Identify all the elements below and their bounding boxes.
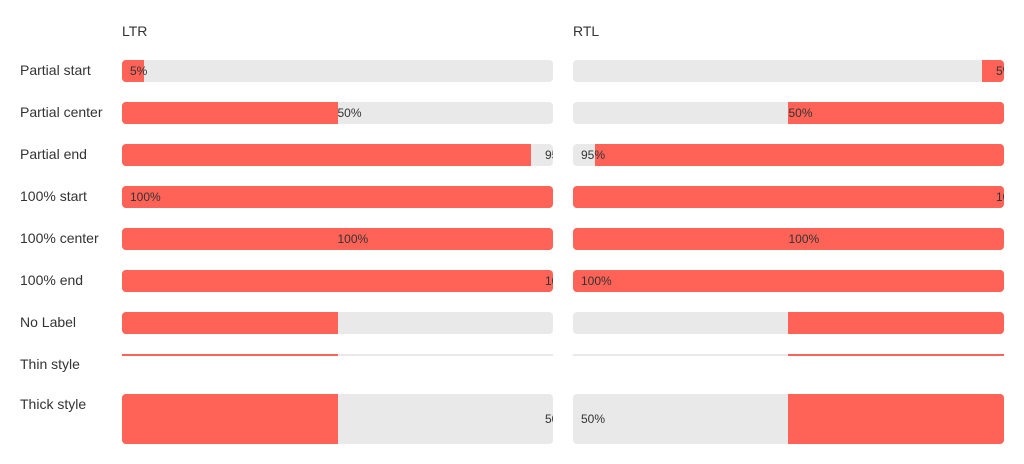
progress-value-label: 50%	[545, 394, 553, 444]
row-label: Partial center	[20, 104, 103, 120]
progress-value-label: 5%	[130, 60, 147, 82]
progress-value-label: 95%	[545, 144, 553, 166]
progress-bar-ltr: 100%	[122, 270, 553, 292]
progress-bar-rtl: 5%	[573, 60, 1004, 82]
progress-value-text: 100%	[545, 274, 553, 288]
progress-bar-rtl	[573, 312, 1004, 334]
progress-fill	[788, 312, 1004, 334]
progress-value-label: 50%	[581, 394, 605, 444]
progress-bar-rtl: 50%	[573, 102, 1004, 124]
progress-value-text: 100%	[996, 190, 1004, 204]
progress-value-wrap: 100%	[996, 186, 1004, 208]
progress-bar-rtl: 95%	[573, 144, 1004, 166]
progress-value-label: 100%	[789, 228, 820, 250]
row-label: Thick style	[20, 396, 87, 412]
progress-value-text: 95%	[545, 148, 553, 162]
progress-fill	[122, 354, 338, 356]
progress-value-wrap: 5%	[996, 60, 1004, 82]
row-label: Partial end	[20, 146, 87, 162]
progress-value-wrap: 95%	[581, 144, 605, 166]
row-label: 100% end	[20, 272, 84, 288]
progress-bar-ltr: 100%	[122, 228, 553, 250]
progress-bar-ltr: 95%	[122, 144, 553, 166]
progress-fill	[122, 102, 338, 124]
progress-value-wrap: 100%	[581, 270, 612, 292]
progress-value-label: 100%	[130, 186, 161, 208]
progress-fill	[595, 144, 1004, 166]
progress-value-wrap: 100%	[130, 186, 161, 208]
progress-bar-rtl: 100%	[573, 270, 1004, 292]
column-header-ltr: LTR	[122, 23, 148, 39]
progress-bar-rtl	[573, 354, 1004, 356]
progress-value-text: 100%	[130, 190, 161, 204]
progress-fill	[122, 228, 553, 250]
progress-value-label: 95%	[581, 144, 605, 166]
progress-value-wrap: 50%	[581, 394, 605, 444]
column-header-rtl: RTL	[573, 23, 600, 39]
progress-value-label: 50%	[789, 102, 813, 124]
progress-bar-ltr	[122, 354, 553, 356]
progress-value-wrap: 100%	[789, 228, 820, 250]
progress-fill	[573, 228, 1004, 250]
progress-value-text: 5%	[130, 64, 148, 78]
progress-bar-ltr: 5%	[122, 60, 553, 82]
progress-value-label: 100%	[545, 270, 553, 292]
row-label: No Label	[20, 314, 77, 330]
progress-value-label: 50%	[338, 102, 362, 124]
progress-bar-rtl: 50%	[573, 394, 1004, 444]
progress-value-text: 100%	[337, 232, 369, 246]
progress-value-wrap: 100%	[338, 228, 369, 250]
progress-value-label: 5%	[996, 60, 1004, 82]
progress-fill	[122, 60, 144, 82]
progress-bar-ltr: 50%	[122, 102, 553, 124]
progress-value-wrap: 5%	[130, 60, 147, 82]
progress-value-text: 100%	[581, 274, 612, 288]
progress-value-label: 100%	[996, 186, 1004, 208]
progress-value-wrap: 50%	[789, 102, 813, 124]
progress-bar-rtl: 100%	[573, 228, 1004, 250]
progress-value-wrap: 50%	[545, 394, 553, 444]
progress-value-label: 100%	[581, 270, 612, 292]
row-label: Thin style	[20, 356, 80, 372]
progress-fill	[788, 102, 1004, 124]
progress-value-label: 100%	[338, 228, 369, 250]
progress-value-text: 50%	[337, 106, 362, 120]
row-label: 100% start	[20, 188, 87, 204]
progress-fill	[122, 144, 531, 166]
progress-value-wrap: 50%	[338, 102, 362, 124]
progress-fill	[122, 270, 553, 292]
progress-fill	[788, 394, 1004, 444]
progress-fill	[982, 60, 1004, 82]
progress-bar-ltr	[122, 312, 553, 334]
row-label: 100% center	[20, 230, 99, 246]
progress-bar-rtl: 100%	[573, 186, 1004, 208]
progress-value-wrap: 95%	[545, 144, 553, 166]
progress-fill	[122, 394, 338, 444]
progress-fill	[573, 270, 1004, 292]
progress-value-text: 100%	[788, 232, 820, 246]
progress-value-text: 50%	[581, 412, 606, 426]
progress-fill	[122, 312, 338, 334]
progress-value-text: 50%	[788, 106, 813, 120]
progress-value-wrap: 100%	[545, 270, 553, 292]
progress-bar-ltr: 50%	[122, 394, 553, 444]
progress-value-text: 95%	[581, 148, 606, 162]
progress-fill	[122, 186, 553, 208]
progress-fill	[573, 186, 1004, 208]
progress-fill	[788, 354, 1004, 356]
progress-bar-ltr: 100%	[122, 186, 553, 208]
progress-value-text: 50%	[545, 412, 553, 426]
progress-value-text: 5%	[996, 64, 1004, 78]
row-label: Partial start	[20, 62, 91, 78]
